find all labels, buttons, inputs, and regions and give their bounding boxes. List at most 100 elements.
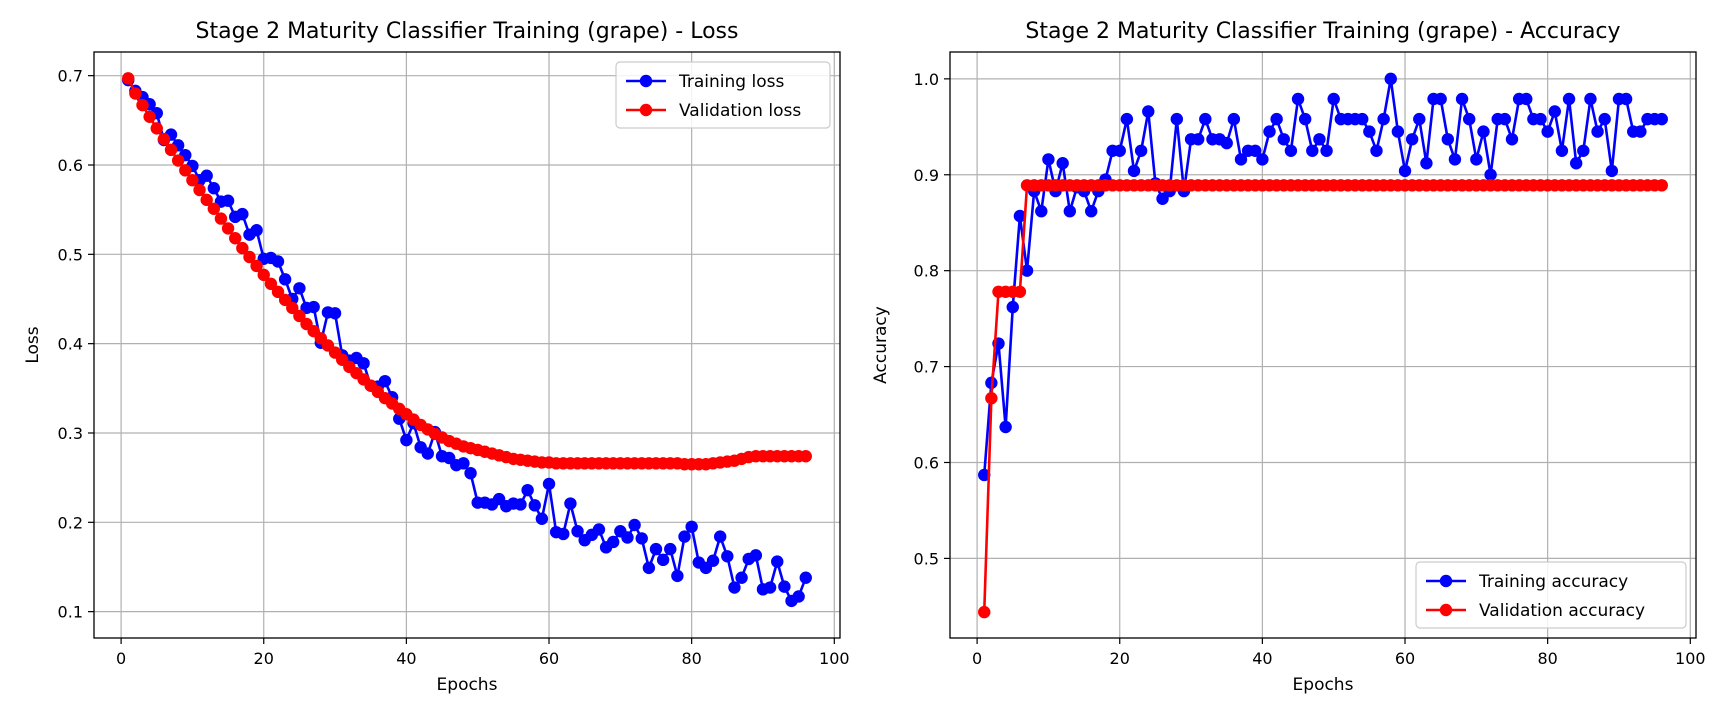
data-point (357, 357, 370, 370)
data-point (528, 499, 541, 512)
data-point (1377, 112, 1390, 126)
data-point (1134, 144, 1148, 157)
data-point (985, 392, 998, 405)
data-point (1413, 112, 1426, 126)
loss-chart: 0 20 40 60 80 100 0.1 0.2 0.3 0.4 0.5 0.6 0.7 Stage 2… (23, 19, 850, 695)
data-point (1291, 92, 1305, 106)
data-point (1035, 205, 1048, 218)
data-point (1127, 164, 1141, 178)
data-point (1520, 92, 1533, 106)
data-point (1277, 133, 1290, 146)
data-point (207, 182, 221, 195)
x-tick-label: 20 (1110, 649, 1130, 668)
data-point (1484, 168, 1497, 181)
data-point (571, 525, 584, 538)
data-point (1013, 209, 1027, 223)
data-point (1170, 112, 1183, 126)
data-point (271, 255, 285, 268)
legend-label: Training loss (678, 72, 784, 92)
data-point (221, 194, 235, 207)
data-point (1263, 125, 1276, 138)
data-point (1284, 144, 1298, 157)
grid (94, 52, 840, 638)
y-tick-label: 0.5 (58, 245, 83, 264)
x-tick-label: 0 (972, 649, 982, 668)
data-point (1534, 112, 1547, 126)
data-point (293, 282, 306, 295)
y-tick-label: 0.7 (58, 67, 83, 86)
y-tick-label: 0.7 (914, 358, 939, 377)
data-point (799, 571, 812, 584)
data-point (978, 468, 991, 482)
data-point (264, 277, 278, 291)
data-point (557, 527, 570, 541)
data-point (271, 285, 285, 299)
data-point (1562, 92, 1576, 106)
data-point (664, 542, 677, 556)
data-point (250, 259, 263, 273)
data-point (257, 268, 270, 282)
data-point (236, 207, 249, 221)
data-point (1298, 112, 1312, 126)
data-point (535, 512, 549, 525)
data-point (421, 447, 434, 460)
data-point (706, 554, 720, 567)
data-point (1577, 144, 1590, 157)
data-point (735, 571, 748, 584)
x-tick-label: 40 (396, 649, 416, 668)
data-point (978, 605, 991, 619)
data-point (1063, 205, 1077, 218)
data-point (635, 532, 648, 545)
data-point (221, 222, 235, 235)
plot-frame (949, 51, 1697, 639)
data-point (1455, 92, 1469, 106)
data-point (286, 301, 299, 315)
legend-box (615, 61, 831, 129)
data-point (1391, 125, 1405, 138)
data-point (628, 518, 641, 532)
legend: Training accuracy Validation accuracy (1415, 561, 1687, 629)
data-point (1363, 125, 1376, 138)
data-point (207, 202, 221, 215)
data-point (1306, 144, 1319, 157)
data-point (1113, 144, 1126, 157)
data-point (514, 498, 527, 511)
x-tick-label: 0 (116, 649, 126, 668)
data-point (1120, 112, 1134, 126)
data-point (642, 561, 656, 575)
series-line (982, 184, 1662, 613)
data-point (1463, 112, 1476, 126)
data-point (1220, 136, 1233, 150)
data-point (621, 531, 634, 544)
data-point (1234, 153, 1248, 166)
data-point (1256, 153, 1269, 166)
x-axis-label: Epochs (437, 675, 498, 695)
y-tick-label: 0.8 (914, 262, 939, 281)
data-point (236, 241, 249, 255)
data-point (1142, 105, 1155, 118)
data-point (1056, 157, 1069, 170)
data-point (250, 224, 263, 237)
x-tick-label: 20 (254, 649, 274, 668)
data-point (400, 433, 413, 447)
data-point (1199, 112, 1212, 126)
data-point (1398, 164, 1412, 178)
data-point (1085, 205, 1098, 218)
x-tick-label: 80 (681, 649, 701, 668)
x-tick-label: 80 (1537, 649, 1557, 668)
data-point (778, 580, 791, 593)
data-point (1320, 144, 1333, 157)
x-tick-label: 100 (819, 649, 850, 668)
accuracy-chart: 0 20 40 60 80 100 0.5 0.6 0.7 0.8 0.9 1.0 Stage 2 Ma… (871, 19, 1706, 695)
data-point (1655, 112, 1668, 126)
legend-marker (639, 103, 653, 117)
data-point (1505, 133, 1519, 146)
data-point (678, 530, 691, 543)
data-point (1498, 112, 1512, 126)
data-point (649, 542, 663, 556)
data-point (1249, 144, 1262, 157)
data-point (1042, 153, 1055, 166)
data-point (464, 466, 477, 480)
data-point (1598, 112, 1611, 126)
data-point (278, 273, 292, 286)
